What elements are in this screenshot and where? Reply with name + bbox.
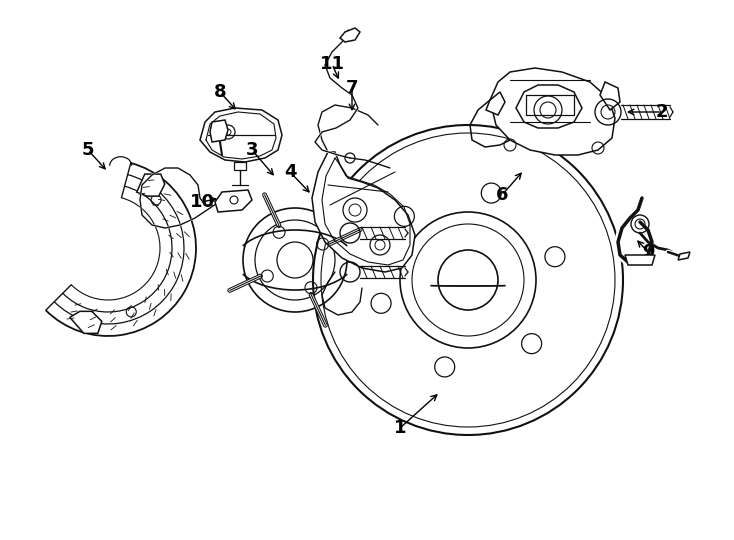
Text: 9: 9 — [642, 243, 654, 261]
Polygon shape — [137, 174, 164, 196]
Polygon shape — [486, 92, 505, 115]
Polygon shape — [490, 68, 615, 155]
Polygon shape — [70, 312, 102, 333]
Text: 5: 5 — [81, 141, 94, 159]
Text: 11: 11 — [319, 55, 344, 73]
Text: 1: 1 — [393, 419, 406, 437]
Text: 4: 4 — [284, 163, 297, 181]
Text: 6: 6 — [495, 186, 508, 204]
Polygon shape — [625, 255, 655, 265]
Text: 8: 8 — [214, 83, 226, 101]
Polygon shape — [600, 82, 620, 110]
Polygon shape — [516, 85, 582, 128]
Polygon shape — [210, 120, 228, 142]
Polygon shape — [234, 162, 246, 170]
Polygon shape — [200, 108, 282, 162]
Polygon shape — [340, 28, 360, 42]
Text: 10: 10 — [189, 193, 214, 211]
Text: 2: 2 — [655, 103, 668, 121]
Polygon shape — [312, 152, 415, 272]
Text: 7: 7 — [346, 79, 358, 97]
Text: 3: 3 — [246, 141, 258, 159]
Polygon shape — [678, 252, 690, 260]
Polygon shape — [215, 190, 252, 212]
